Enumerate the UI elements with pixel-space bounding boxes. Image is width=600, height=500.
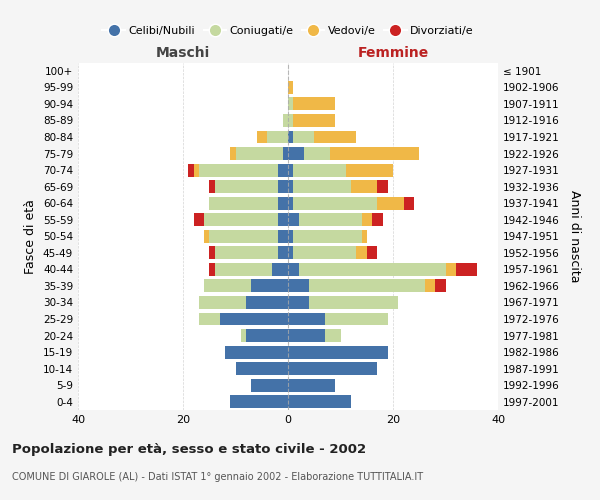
Bar bbox=[230, 396, 288, 408]
Bar bbox=[330, 147, 419, 160]
Bar bbox=[309, 296, 398, 309]
Bar bbox=[277, 180, 288, 193]
Bar bbox=[225, 346, 288, 358]
Bar bbox=[204, 230, 209, 242]
Bar bbox=[372, 213, 383, 226]
Bar bbox=[309, 280, 425, 292]
Bar bbox=[356, 246, 367, 260]
Bar bbox=[346, 164, 393, 176]
Bar bbox=[293, 196, 377, 209]
Bar bbox=[209, 196, 277, 209]
Bar bbox=[288, 130, 293, 143]
Bar bbox=[277, 196, 288, 209]
Bar bbox=[288, 396, 351, 408]
Bar bbox=[251, 378, 288, 392]
Bar bbox=[288, 346, 388, 358]
Bar bbox=[246, 296, 288, 309]
Bar bbox=[288, 164, 293, 176]
Bar bbox=[288, 81, 293, 94]
Y-axis label: Fasce di età: Fasce di età bbox=[25, 199, 37, 274]
Bar bbox=[293, 114, 335, 127]
Bar bbox=[209, 230, 277, 242]
Bar bbox=[288, 329, 325, 342]
Bar bbox=[204, 213, 277, 226]
Bar bbox=[283, 147, 288, 160]
Bar bbox=[288, 246, 293, 260]
Bar bbox=[209, 180, 215, 193]
Bar bbox=[246, 329, 288, 342]
Text: Maschi: Maschi bbox=[156, 46, 210, 60]
Y-axis label: Anni di nascita: Anni di nascita bbox=[568, 190, 581, 282]
Bar bbox=[288, 147, 304, 160]
Bar bbox=[277, 230, 288, 242]
Bar bbox=[193, 213, 204, 226]
Bar bbox=[277, 246, 288, 260]
Text: COMUNE DI GIAROLE (AL) - Dati ISTAT 1° gennaio 2002 - Elaborazione TUTTITALIA.IT: COMUNE DI GIAROLE (AL) - Dati ISTAT 1° g… bbox=[12, 472, 423, 482]
Bar bbox=[325, 312, 388, 326]
Bar bbox=[288, 280, 309, 292]
Bar bbox=[241, 329, 246, 342]
Bar bbox=[272, 263, 288, 276]
Bar bbox=[314, 130, 356, 143]
Bar bbox=[299, 213, 361, 226]
Bar bbox=[288, 362, 377, 375]
Bar bbox=[299, 263, 445, 276]
Bar bbox=[288, 378, 335, 392]
Bar bbox=[257, 130, 267, 143]
Bar bbox=[288, 213, 299, 226]
Bar bbox=[235, 147, 283, 160]
Bar bbox=[456, 263, 477, 276]
Bar bbox=[288, 180, 293, 193]
Text: Femmine: Femmine bbox=[358, 46, 428, 60]
Bar bbox=[325, 329, 341, 342]
Bar bbox=[215, 263, 272, 276]
Bar bbox=[188, 164, 193, 176]
Bar bbox=[288, 196, 293, 209]
Bar bbox=[377, 196, 404, 209]
Bar bbox=[230, 147, 235, 160]
Legend: Celibi/Nubili, Coniugati/e, Vedovi/e, Divorziati/e: Celibi/Nubili, Coniugati/e, Vedovi/e, Di… bbox=[98, 21, 478, 40]
Bar bbox=[304, 147, 330, 160]
Bar bbox=[361, 230, 367, 242]
Bar bbox=[220, 312, 288, 326]
Bar bbox=[288, 312, 325, 326]
Bar bbox=[204, 280, 251, 292]
Bar bbox=[209, 246, 215, 260]
Bar bbox=[288, 263, 299, 276]
Bar bbox=[293, 180, 351, 193]
Bar bbox=[199, 296, 246, 309]
Bar bbox=[251, 280, 288, 292]
Bar bbox=[215, 180, 277, 193]
Bar bbox=[293, 98, 335, 110]
Bar bbox=[283, 114, 288, 127]
Bar bbox=[193, 164, 199, 176]
Bar bbox=[361, 213, 372, 226]
Bar bbox=[367, 246, 377, 260]
Bar bbox=[293, 230, 361, 242]
Bar bbox=[351, 180, 377, 193]
Bar bbox=[199, 164, 277, 176]
Bar bbox=[215, 246, 277, 260]
Bar bbox=[293, 164, 346, 176]
Bar bbox=[288, 230, 293, 242]
Bar bbox=[293, 130, 314, 143]
Bar bbox=[235, 362, 288, 375]
Bar bbox=[404, 196, 414, 209]
Bar bbox=[199, 312, 220, 326]
Bar bbox=[277, 213, 288, 226]
Bar bbox=[288, 98, 293, 110]
Bar bbox=[377, 180, 388, 193]
Bar bbox=[435, 280, 445, 292]
Bar bbox=[445, 263, 456, 276]
Bar bbox=[288, 296, 309, 309]
Bar bbox=[277, 164, 288, 176]
Bar bbox=[425, 280, 435, 292]
Bar bbox=[293, 246, 356, 260]
Text: Popolazione per età, sesso e stato civile - 2002: Popolazione per età, sesso e stato civil… bbox=[12, 442, 366, 456]
Bar bbox=[209, 263, 215, 276]
Bar bbox=[267, 130, 288, 143]
Bar bbox=[288, 114, 293, 127]
